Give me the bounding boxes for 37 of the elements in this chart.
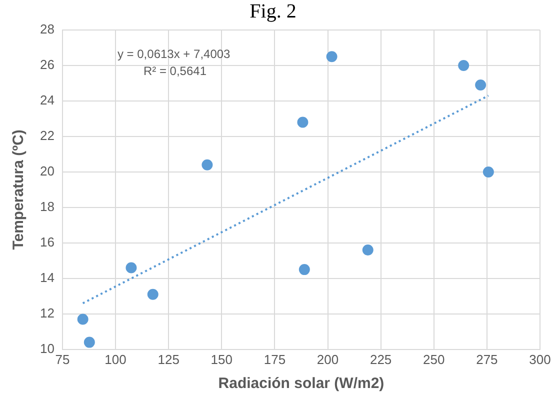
y-tick-label: 26 <box>40 57 54 72</box>
point <box>126 262 137 274</box>
x-tick-label: 100 <box>104 352 126 367</box>
x-tick-label: 75 <box>55 352 70 367</box>
y-tick-label: 28 <box>40 22 54 37</box>
y-tick-label: 10 <box>40 340 54 356</box>
point <box>326 51 338 62</box>
y-tick-label: 12 <box>40 305 54 320</box>
x-tick-label: 175 <box>264 352 286 367</box>
y-tick-label: 16 <box>40 234 54 250</box>
point <box>84 336 95 348</box>
x-tick-label: 300 <box>529 352 551 367</box>
point <box>475 80 486 91</box>
point <box>147 288 158 300</box>
point <box>77 314 88 325</box>
x-tick-label: 250 <box>423 352 445 367</box>
annotation: R² = 0,5641 <box>143 64 207 78</box>
chart-title: Fig. 2 <box>250 0 296 22</box>
point <box>362 244 374 256</box>
y-tick-label: 18 <box>40 199 54 214</box>
annotation: y = 0,0613x + 7,4003 <box>117 47 231 61</box>
point <box>482 166 494 178</box>
y-tick-label: 20 <box>40 164 54 179</box>
y-tick-label: 22 <box>40 128 54 144</box>
y-tick-label: 24 <box>40 92 54 108</box>
y-tick-label: 14 <box>40 270 54 285</box>
x-tick-label: 200 <box>316 352 339 367</box>
point <box>297 116 308 128</box>
x-tick-label: 125 <box>158 352 180 367</box>
x-tick-label: 225 <box>370 352 392 367</box>
x-tick-label: 275 <box>476 352 498 367</box>
point <box>298 264 310 276</box>
y-axis-title: Temperatura (ºC) <box>10 130 28 250</box>
point <box>458 60 470 71</box>
x-axis-title: Radiación solar (W/m2) <box>218 375 384 392</box>
x-tick-label: 150 <box>210 352 232 367</box>
point <box>202 159 213 170</box>
